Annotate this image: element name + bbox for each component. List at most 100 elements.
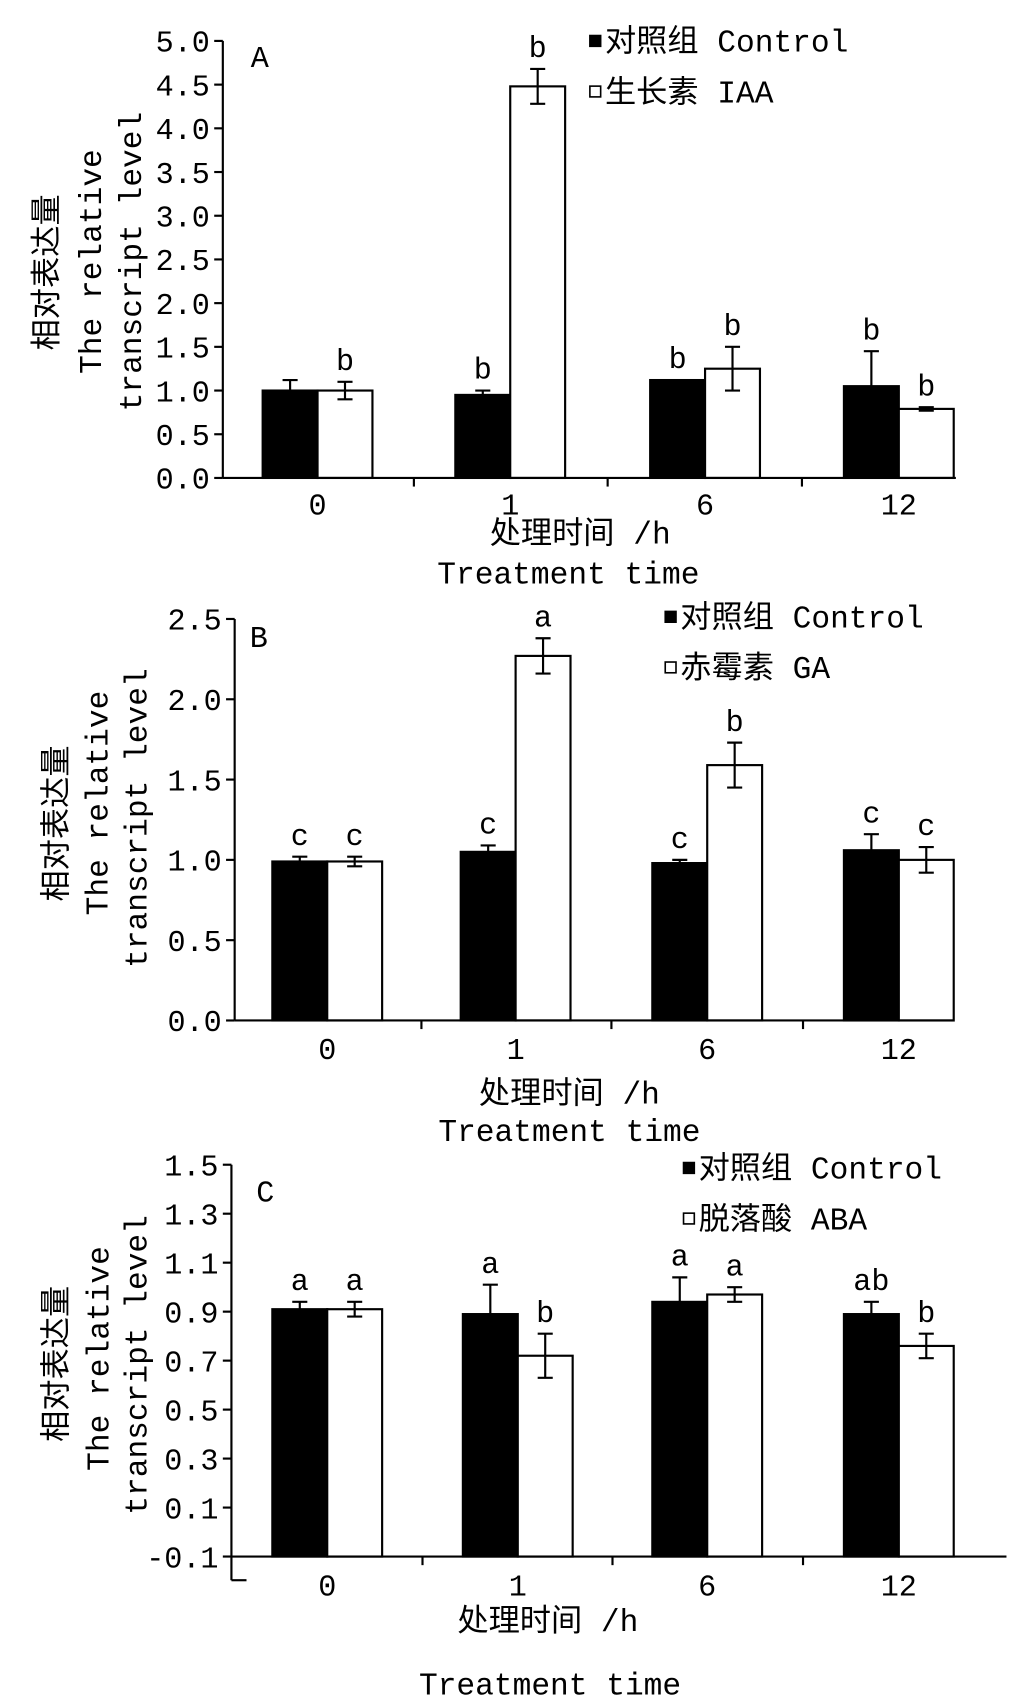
panel-b-significance-letter-treatment-t6: b	[726, 707, 744, 741]
panel-b-errorbar-control-t1	[480, 844, 496, 860]
panel-b-bar-control-t0	[271, 860, 329, 1022]
panel-c-x-axis-title-line-1: 处理时间 /h	[457, 1604, 638, 1641]
panel-a-ytick-label-0: 0.0	[156, 465, 210, 499]
panel-c-legend-swatch-control	[682, 1161, 696, 1175]
panel-c-x-axis-title-line-2: Treatment time	[419, 1669, 681, 1698]
panel-c-y-axis-title-line-2: The relative	[84, 1246, 119, 1471]
panel-a-y-axis-title-line-1: 相对表达量	[30, 194, 67, 350]
panel-b-y-axis-title-line-2: The relative	[83, 691, 118, 916]
panel-b-x-axis-title-line-2: Treatment time	[438, 1116, 700, 1151]
panel-a-bar-control-t6	[649, 378, 707, 480]
panel-a-x-axis-title-line-1: 处理时间 /h	[490, 517, 671, 554]
panel-a-xtick-label-t0: 0	[309, 491, 327, 525]
panel-b-errorbar-treatment-t0	[347, 855, 363, 868]
panel-a-xtick-label-t1: 1	[501, 491, 519, 525]
panel-a-bar-treatment-t1	[509, 85, 567, 480]
panel-a-significance-letter-control-t1: b	[474, 355, 492, 389]
panel-c-ytick-label-8: 1.5	[164, 1151, 218, 1185]
panel-c-errorbar-treatment-t0	[347, 1300, 363, 1318]
panel-c-significance-letter-control-t6: a	[671, 1242, 689, 1276]
panel-c-errorbar-control-t12	[863, 1300, 879, 1328]
panel-c-errorbar-treatment-t1	[537, 1332, 553, 1379]
panel-c-bar-control-t6	[651, 1300, 709, 1558]
panel-c-errorbar-control-t1	[482, 1283, 498, 1345]
panel-b: c c c c c a b c 0.0 0.5 1.0 1.5 2.0 2.5 0 1 6 12 对照组 Contr…	[40, 601, 955, 1151]
panel-c-errorbar-control-t6	[672, 1276, 688, 1328]
panel-b-xtick-label-t6: 6	[698, 1035, 716, 1069]
panel-c-legend-label-control: 对照组 Control	[699, 1152, 942, 1189]
panel-b-bar-treatment-t12	[897, 858, 955, 1022]
panel-c-legend-label-treatment: 脱落酸 ABA	[699, 1202, 868, 1239]
panel-a-bar-control-t0	[261, 389, 319, 480]
panel-b-ytick-label-2: 1.0	[168, 847, 222, 881]
panel-c-bar-treatment-t6	[706, 1293, 764, 1558]
panel-a-bar-treatment-t12	[897, 407, 955, 480]
panel-b-errorbar-treatment-t6	[727, 741, 743, 789]
panel-a-bar-treatment-t0	[316, 389, 374, 480]
panel-c-significance-letter-treatment-t0: a	[346, 1266, 364, 1300]
panel-c-bar-treatment-t0	[326, 1308, 384, 1558]
panel-b-y-axis-title-line-1: 相对表达量	[40, 745, 77, 901]
panel-a-errorbar-control-t1	[475, 389, 491, 401]
panel-c-ytick-label-7: 1.3	[164, 1200, 218, 1234]
panel-b-bar-treatment-t6	[706, 764, 764, 1022]
panel-b-bar-control-t12	[842, 849, 900, 1022]
panel-a-legend-swatch-control	[589, 34, 602, 48]
panel-a-ytick-label-4: 2.0	[156, 290, 210, 324]
panel-c-significance-letter-treatment-t6: a	[726, 1251, 744, 1285]
panel-a-legend-label-control: 对照组 Control	[605, 25, 848, 62]
panel-b-legend-swatch-control	[664, 610, 677, 624]
panel-a-legend-swatch-treatment	[589, 85, 602, 98]
panel-a-bar-control-t1	[454, 393, 512, 480]
panel-b-legend-swatch-treatment	[664, 661, 677, 674]
panel-b-errorbar-treatment-t1	[535, 637, 551, 675]
panel-c-y-axis-title-line-1: 相对表达量	[40, 1286, 77, 1442]
panel-c-bar-control-t12	[842, 1313, 900, 1558]
panel-b-xtick-label-t0: 0	[318, 1035, 336, 1069]
panel-c-errorbar-control-t0	[292, 1300, 308, 1318]
panel-c-significance-letter-treatment-t1: b	[536, 1298, 554, 1332]
panel-c-bar-control-t0	[271, 1308, 329, 1558]
panel-b-ytick-label-0: 0.0	[168, 1007, 222, 1041]
panel-b-legend-label-control: 对照组 Control	[680, 601, 923, 638]
panel-c-bar-treatment-t12	[897, 1344, 955, 1558]
panel-c-errorbar-treatment-t12	[918, 1332, 934, 1360]
panel-b-significance-letter-control-t1: c	[479, 810, 497, 844]
panel-b-xtick-label-t12: 12	[881, 1035, 917, 1069]
panel-a-ytick-label-2: 1.0	[156, 377, 210, 411]
panel-c-xtick-label-t1: 1	[509, 1571, 527, 1605]
panel-c-significance-letter-treatment-t12: b	[917, 1298, 935, 1332]
panel-b-bar-treatment-t0	[326, 860, 384, 1022]
panel-c-ytick-label-0: -0.1	[146, 1543, 218, 1577]
panel-a-ytick-label-5: 2.5	[156, 246, 210, 280]
panel-a-ytick-label-1: 0.5	[156, 421, 210, 455]
panel-c-xtick-label-t12: 12	[881, 1571, 917, 1605]
panel-a-ytick-label-7: 3.5	[156, 159, 210, 193]
panel-b-significance-letter-control-t0: c	[291, 821, 309, 855]
panel-b-errorbar-treatment-t12	[918, 845, 934, 874]
panel-b-bar-treatment-t1	[514, 654, 572, 1022]
panel-b-significance-letter-control-t6: c	[671, 824, 689, 858]
panel-b-errorbar-control-t0	[292, 855, 308, 868]
panel-a-panel-label: A	[251, 43, 270, 77]
panel-c-bar-treatment-t1	[516, 1354, 574, 1558]
panel-c-ytick-label-6: 1.1	[164, 1249, 218, 1283]
panel-b-legend-label-treatment: 赤霉素 GA	[680, 651, 830, 688]
panel-c-y-axis-title-line-3: transcript level	[121, 1215, 156, 1515]
panel-a-xtick-label-t12: 12	[881, 491, 917, 525]
panel-a: b b b b b b b 0.0 0.5 1.0 1.5 2.0 2.5 3.0 3.5 4.0 4.5 5.0…	[30, 25, 956, 593]
panel-b-ytick-label-1: 0.5	[168, 927, 222, 961]
panel-c-significance-letter-control-t1: a	[481, 1249, 499, 1283]
panel-a-significance-letter-control-t12: b	[862, 315, 880, 349]
panel-c-bar-control-t1	[461, 1313, 519, 1558]
panel-b-xtick-label-t1: 1	[507, 1035, 525, 1069]
panel-b-errorbar-control-t12	[863, 833, 879, 868]
panel-b-errorbar-control-t6	[672, 858, 688, 868]
panel-c-legend-swatch-treatment	[682, 1212, 696, 1225]
panel-c-ytick-label-3: 0.5	[164, 1396, 218, 1430]
panel-a-errorbar-treatment-t12	[918, 406, 934, 412]
panel-a-significance-letter-treatment-t12: b	[917, 371, 935, 405]
panel-a-significance-letter-treatment-t1: b	[529, 33, 547, 67]
panel-c-ytick-label-4: 0.7	[164, 1347, 218, 1381]
